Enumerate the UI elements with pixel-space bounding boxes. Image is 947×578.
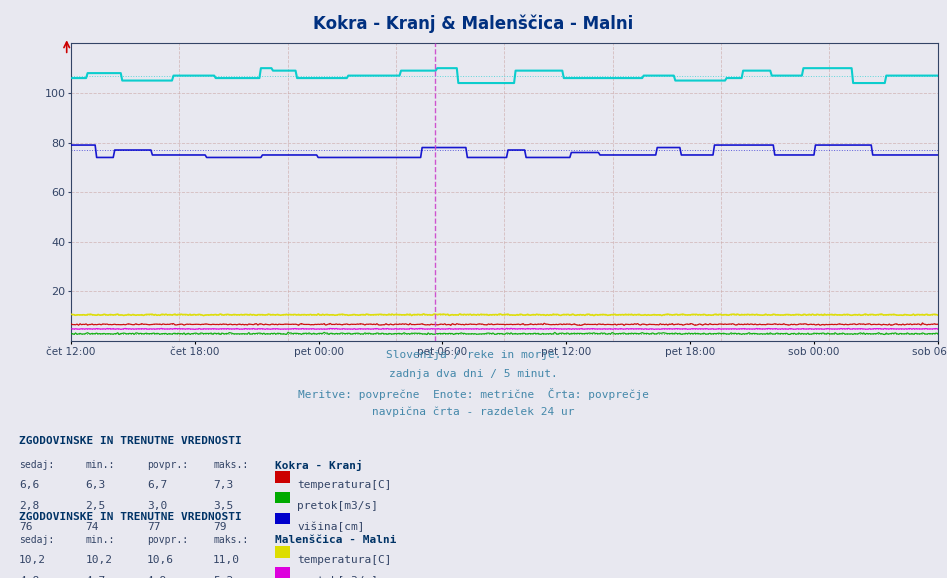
Text: 2,8: 2,8 [19, 501, 39, 511]
Text: min.:: min.: [85, 535, 115, 544]
Text: zadnja dva dni / 5 minut.: zadnja dva dni / 5 minut. [389, 369, 558, 379]
Text: 3,0: 3,0 [147, 501, 167, 511]
Text: 10,6: 10,6 [147, 555, 174, 565]
Text: Slovenija / reke in morje.: Slovenija / reke in morje. [385, 350, 562, 360]
Text: povpr.:: povpr.: [147, 460, 188, 469]
Text: Kokra - Kranj & Malenščica - Malni: Kokra - Kranj & Malenščica - Malni [313, 14, 634, 33]
Text: ZGODOVINSKE IN TRENUTNE VREDNOSTI: ZGODOVINSKE IN TRENUTNE VREDNOSTI [19, 512, 241, 521]
Text: 76: 76 [19, 522, 32, 532]
Text: 79: 79 [213, 522, 226, 532]
Text: povpr.:: povpr.: [147, 535, 188, 544]
Text: pretok[m3/s]: pretok[m3/s] [297, 576, 379, 578]
Text: 74: 74 [85, 522, 98, 532]
Text: višina[cm]: višina[cm] [297, 522, 365, 532]
Text: 11,0: 11,0 [213, 555, 241, 565]
Text: 6,3: 6,3 [85, 480, 105, 490]
Text: 10,2: 10,2 [19, 555, 46, 565]
Text: 4,8: 4,8 [19, 576, 39, 578]
Text: 4,7: 4,7 [85, 576, 105, 578]
Text: min.:: min.: [85, 460, 115, 469]
Text: 4,9: 4,9 [147, 576, 167, 578]
Text: temperatura[C]: temperatura[C] [297, 555, 392, 565]
Text: 10,2: 10,2 [85, 555, 113, 565]
Text: ZGODOVINSKE IN TRENUTNE VREDNOSTI: ZGODOVINSKE IN TRENUTNE VREDNOSTI [19, 436, 241, 446]
Text: 7,3: 7,3 [213, 480, 233, 490]
Text: 2,5: 2,5 [85, 501, 105, 511]
Text: Malenščica - Malni: Malenščica - Malni [275, 535, 396, 544]
Text: navpična črta - razdelek 24 ur: navpična črta - razdelek 24 ur [372, 407, 575, 417]
Text: 5,2: 5,2 [213, 576, 233, 578]
Text: 3,5: 3,5 [213, 501, 233, 511]
Text: 6,7: 6,7 [147, 480, 167, 490]
Text: maks.:: maks.: [213, 535, 248, 544]
Text: Meritve: povprečne  Enote: metrične  Črta: povprečje: Meritve: povprečne Enote: metrične Črta:… [298, 388, 649, 400]
Text: sedaj:: sedaj: [19, 460, 54, 469]
Text: Kokra - Kranj: Kokra - Kranj [275, 460, 363, 470]
Text: temperatura[C]: temperatura[C] [297, 480, 392, 490]
Text: sedaj:: sedaj: [19, 535, 54, 544]
Text: 6,6: 6,6 [19, 480, 39, 490]
Text: 77: 77 [147, 522, 160, 532]
Text: maks.:: maks.: [213, 460, 248, 469]
Text: pretok[m3/s]: pretok[m3/s] [297, 501, 379, 511]
